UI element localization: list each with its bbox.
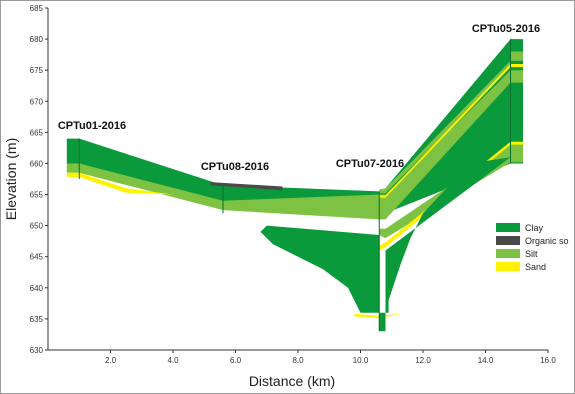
layer-silt-3 <box>379 51 523 194</box>
x-tick-label: 6.0 <box>230 356 242 365</box>
y-tick-label: 650 <box>30 222 44 231</box>
layer-clay-10 <box>260 157 511 332</box>
x-tick-label: 12.0 <box>415 356 431 365</box>
y-tick-label: 635 <box>30 315 44 324</box>
layer-sand-8 <box>379 64 523 198</box>
y-tick-label: 645 <box>30 253 44 262</box>
x-tick-label: 16.0 <box>540 356 556 365</box>
borehole-label: CPTu01-2016 <box>58 120 126 132</box>
y-tick-label: 685 <box>30 4 44 13</box>
borehole-labels: CPTu01-2016 CPTu08-2016 CPTu07-2016 CPTu05-… <box>58 23 540 173</box>
y-axis-label: Elevation (m) <box>3 138 19 220</box>
x-tick-label: 8.0 <box>292 356 304 365</box>
tick-labels: 630 635 640 645 650 655 660 665 670 675 680 685 2.0 4… <box>30 4 557 365</box>
legend-swatch-sand <box>496 262 520 271</box>
borehole-label: CPTu07-2016 <box>336 158 404 170</box>
layer-polygons <box>66 39 524 332</box>
legend-label-silt: Silt <box>525 249 538 259</box>
legend-swatch-organic-so <box>496 236 520 245</box>
legend-swatch-silt <box>496 249 520 258</box>
layer-clay-0 <box>66 39 524 214</box>
y-tick-label: 660 <box>30 159 44 168</box>
legend-label-organic-so: Organic so <box>525 236 569 246</box>
y-tick-label: 665 <box>30 128 44 137</box>
y-tick-label: 630 <box>30 346 44 355</box>
x-tick-label: 2.0 <box>105 356 117 365</box>
y-tick-label: 675 <box>30 66 44 75</box>
legend-label-clay: Clay <box>525 223 544 233</box>
layer-sand-5 <box>66 172 173 195</box>
y-tick-label: 655 <box>30 191 44 200</box>
layer-organic-so-1 <box>210 182 283 191</box>
x-axis-label: Distance (km) <box>249 373 335 389</box>
layer-sand-9 <box>354 313 402 319</box>
x-tick-label: 14.0 <box>478 356 494 365</box>
legend: Clay Organic so Silt Sand <box>496 223 569 272</box>
legend-label-sand: Sand <box>525 262 546 272</box>
y-tick-label: 680 <box>30 35 44 44</box>
layer-sand-6 <box>379 141 523 251</box>
borehole-label: CPTu08-2016 <box>201 161 269 173</box>
legend-swatch-clay <box>496 223 520 232</box>
y-tick-label: 640 <box>30 284 44 293</box>
borehole-label: CPTu05-2016 <box>472 23 540 35</box>
y-tick-label: 670 <box>30 97 44 106</box>
x-tick-label: 4.0 <box>167 356 179 365</box>
x-tick-label: 10.0 <box>353 356 369 365</box>
layer-silt-2 <box>66 70 524 220</box>
borehole-columns <box>78 39 511 332</box>
